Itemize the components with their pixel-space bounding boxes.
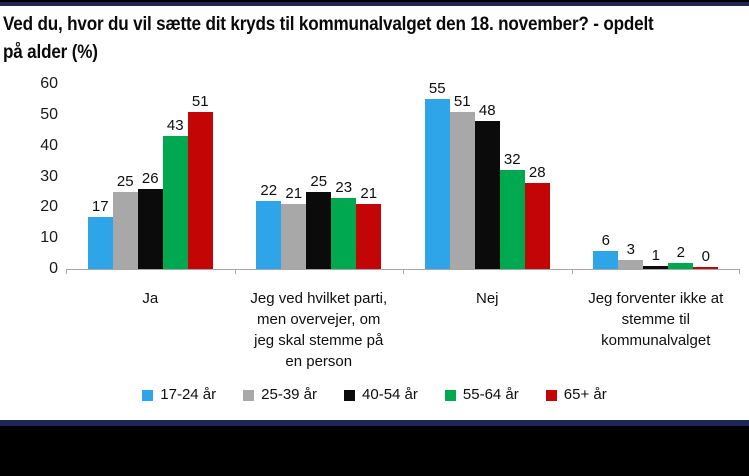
bar: 25 — [306, 173, 332, 269]
bar: 17 — [87, 198, 113, 269]
bar: 51 — [449, 93, 475, 269]
chart-title: Ved du, hvor du vil sætte dit kryds til … — [0, 6, 749, 70]
category-label: Jeg ved hvilket parti, men overvejer, om… — [250, 290, 388, 370]
bar: 2 — [668, 244, 694, 269]
y-axis-label: 30 — [40, 167, 58, 185]
bar-value-label: 43 — [166, 117, 184, 135]
bar: 28 — [524, 164, 550, 269]
bar: 23 — [331, 180, 357, 269]
legend-swatch-icon — [243, 389, 255, 401]
bar: 48 — [474, 103, 500, 269]
bar: 51 — [187, 93, 213, 269]
bar: 6 — [593, 232, 619, 269]
bar-value-label: 25 — [116, 172, 134, 190]
legend-item: 40-54 år — [344, 387, 418, 403]
chart-legend: 17-24 år 25-39 år 40-54 år 55-64 år 65+ år — [0, 387, 749, 403]
bar-value-label: 55 — [428, 80, 446, 98]
bar: 0 — [693, 249, 719, 269]
category-label: Nej — [475, 290, 499, 307]
bar-value-label: 51 — [191, 92, 209, 110]
legend-label: 40-54 år — [362, 386, 418, 403]
bar: 25 — [112, 173, 138, 269]
x-axis-tick — [739, 269, 740, 274]
bar: 43 — [162, 118, 188, 269]
bar-value-label: 48 — [478, 102, 496, 119]
bar-value-label: 25 — [310, 172, 328, 190]
legend-label: 17-24 år — [160, 386, 217, 403]
legend-swatch-icon — [142, 389, 154, 401]
chart-title-line-1: Ved du, hvor du vil sætte dit kryds til … — [3, 14, 654, 35]
bar-value-label: 32 — [503, 151, 521, 169]
x-axis-tick — [66, 269, 67, 274]
legend-item: 65+ år — [545, 386, 607, 403]
category-label: Ja — [142, 290, 159, 307]
plot-area: 17 25 26 43 51 22 21 25 23 21 55 51 48 32 28 6 3 1 2 0 — [66, 81, 741, 274]
bar-groups: 17 25 26 43 51 22 21 25 23 21 55 51 48 32 28 6 3 1 2 0 — [66, 81, 741, 269]
bar-value-label: 17 — [91, 197, 109, 215]
bar-value-label: 3 — [626, 240, 635, 258]
bar-chart: 0 10 20 30 40 50 60 17 25 26 43 51 22 21 25 23 21 55 51 48… — [0, 70, 749, 420]
bar-group: 17 25 26 43 51 — [66, 84, 235, 269]
bar: 32 — [499, 152, 525, 269]
bar: 22 — [256, 183, 282, 269]
y-axis-label: 40 — [40, 136, 58, 154]
legend-item: 17-24 år — [142, 387, 216, 403]
bottom-border — [0, 420, 749, 426]
bar: 26 — [137, 170, 163, 269]
y-axis-label: 0 — [49, 260, 58, 277]
y-axis-label: 20 — [40, 198, 58, 216]
bar: 55 — [424, 81, 450, 269]
bar-group: 55 51 48 32 28 — [403, 81, 572, 269]
legend-item: 55-64 år — [444, 386, 519, 403]
bar-value-label: 21 — [360, 185, 378, 203]
x-axis-tick — [403, 269, 404, 274]
legend-label: 25-39 år — [261, 386, 318, 403]
bar: 21 — [281, 186, 307, 269]
bar-value-label: 51 — [453, 92, 471, 110]
legend-item: 25-39 år — [243, 387, 317, 403]
bar-value-label: 0 — [701, 248, 710, 265]
bar: 1 — [643, 247, 669, 269]
bar: 21 — [356, 186, 382, 269]
x-axis-tick — [234, 269, 236, 274]
y-axis-label: 10 — [40, 229, 58, 247]
legend-label: 65+ år — [563, 386, 607, 403]
top-border — [0, 0, 749, 6]
bar-value-label: 2 — [676, 243, 685, 261]
category-label: Jeg forventer ikke at stemme til kommuna… — [588, 290, 724, 349]
bar-group: 22 21 25 23 21 — [235, 84, 404, 269]
bar-value-label: 1 — [651, 246, 660, 264]
x-axis-tick — [571, 269, 573, 274]
legend-label: 55-64 år — [462, 386, 519, 403]
bar-value-label: 6 — [601, 231, 610, 249]
legend-swatch-icon — [344, 389, 356, 401]
legend-swatch-icon — [545, 389, 557, 401]
bar-value-label: 28 — [528, 163, 546, 181]
bar-value-label: 23 — [335, 179, 353, 197]
y-axis-label: 50 — [40, 105, 58, 123]
chart-title-line-2: på alder (%) — [3, 42, 98, 63]
x-axis-category-labels: Ja Jeg ved hvilket parti, men overvejer, … — [66, 288, 740, 372]
bar: 3 — [618, 241, 644, 269]
legend-swatch-icon — [444, 389, 456, 401]
footer-bar — [0, 426, 749, 476]
bar-value-label: 22 — [260, 182, 278, 200]
bar-value-label: 21 — [285, 185, 303, 203]
bar-value-label: 26 — [141, 169, 159, 187]
y-axis: 0 10 20 30 40 50 60 — [0, 70, 58, 420]
y-axis-label: 60 — [40, 75, 58, 92]
